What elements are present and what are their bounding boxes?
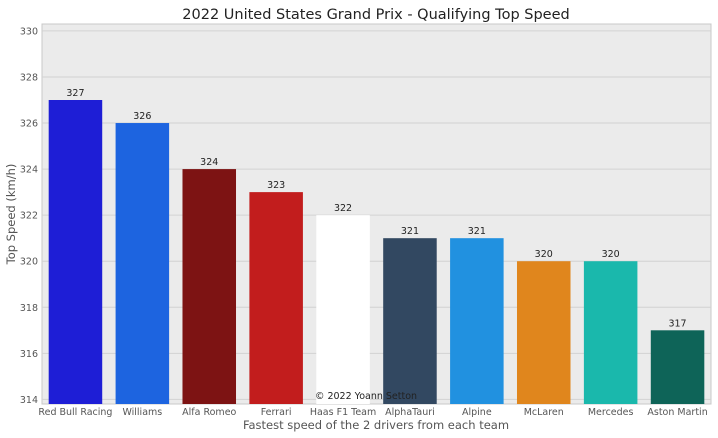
bar	[516, 261, 571, 404]
y-tick-label: 328	[20, 72, 38, 83]
x-tick-label: Red Bull Racing	[38, 407, 112, 418]
y-axis-ticks: 314 316 318 320 322 324 326 328 330	[20, 26, 38, 405]
data-label: 326	[133, 111, 151, 122]
bar	[583, 261, 638, 404]
data-label: 321	[401, 226, 419, 237]
data-label: 323	[267, 180, 285, 191]
y-tick-label: 318	[20, 303, 38, 314]
data-label: 327	[66, 88, 84, 99]
data-label: 321	[468, 226, 486, 237]
x-tick-label: Aston Martin	[647, 407, 707, 418]
x-tick-label: Mercedes	[588, 407, 634, 418]
x-tick-label: AlphaTauri	[385, 407, 435, 418]
bar	[115, 123, 170, 404]
data-label: 320	[602, 249, 620, 260]
x-axis-title: Fastest speed of the 2 drivers from each…	[243, 418, 509, 432]
x-tick-label: Ferrari	[261, 407, 292, 418]
bar	[182, 169, 237, 404]
data-label: 320	[535, 249, 553, 260]
chart-title: 2022 United States Grand Prix - Qualifyi…	[182, 7, 569, 23]
y-tick-label: 324	[20, 165, 38, 176]
x-tick-label: McLaren	[524, 407, 564, 418]
x-tick-label: Haas F1 Team	[310, 407, 376, 418]
bar	[48, 100, 103, 404]
data-labels: 327 326 324 323 322 321 321 320 320 317	[66, 88, 686, 329]
data-label: 324	[200, 157, 218, 168]
x-tick-label: Alpine	[462, 407, 492, 418]
bar	[316, 215, 370, 404]
x-tick-label: Williams	[122, 407, 162, 418]
y-tick-label: 314	[20, 395, 38, 406]
y-tick-label: 326	[20, 119, 38, 130]
x-axis-ticks: Red Bull Racing Williams Alfa Romeo Ferrari…	[38, 407, 707, 418]
data-label: 317	[668, 318, 686, 329]
y-axis-title: Top Speed (km/h)	[4, 164, 18, 266]
y-tick-label: 322	[20, 211, 38, 222]
bars	[48, 100, 705, 404]
bar	[450, 238, 504, 404]
x-tick-label: Alfa Romeo	[182, 407, 236, 418]
y-tick-label: 330	[20, 26, 38, 37]
y-tick-label: 320	[20, 257, 38, 268]
bar	[383, 238, 437, 404]
data-label: 322	[334, 203, 352, 214]
copyright-annotation: © 2022 Yoann Setton	[315, 391, 417, 402]
bar	[249, 192, 303, 404]
bar	[650, 330, 705, 404]
y-tick-label: 316	[20, 349, 38, 360]
